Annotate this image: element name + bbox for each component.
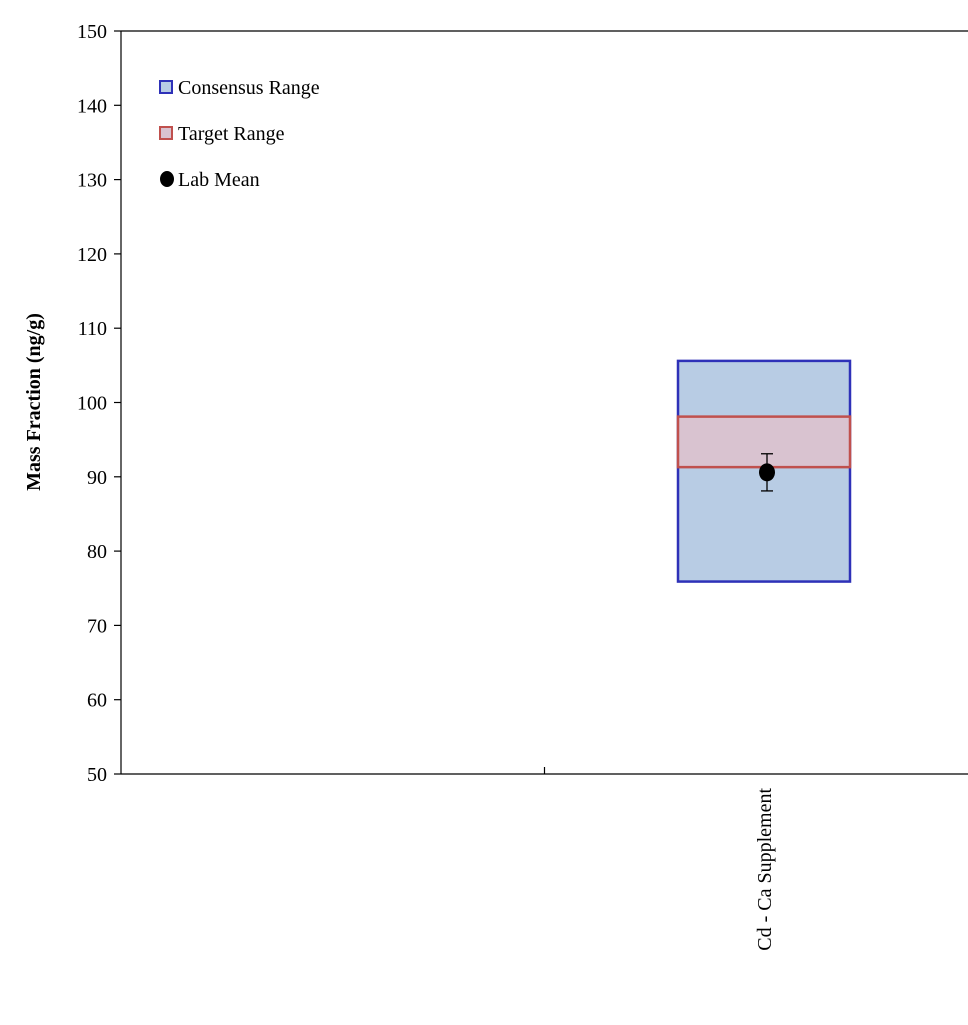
legend: Consensus Range Target Range Lab Mean (159, 77, 320, 191)
y-tick-label: 110 (78, 318, 107, 340)
y-tick-label: 130 (77, 170, 107, 192)
y-tick-label: 150 (77, 21, 107, 43)
y-tick-label: 60 (87, 690, 107, 712)
chart-marks (676, 359, 852, 583)
legend-label: Lab Mean (178, 169, 260, 191)
category-label: Cd - Ca Supplement (754, 788, 776, 951)
x-ticks: Cd - Ca Supplement (543, 767, 776, 951)
y-tick-label: 80 (87, 541, 107, 563)
y-tick-label: 90 (87, 467, 107, 489)
y-tick-label: 50 (87, 764, 107, 786)
legend-label: Consensus Range (178, 77, 320, 99)
consensus-range-legend-swatch (159, 80, 173, 94)
y-tick-label: 140 (77, 95, 107, 117)
y-tick-label: 70 (87, 615, 107, 637)
lab-mean-point (759, 463, 775, 482)
target-range-legend-swatch (159, 126, 173, 140)
legend-label: Target Range (178, 123, 285, 145)
y-ticks: 50 60 70 80 90 100 110 120 130 140 150 (77, 21, 121, 786)
y-axis-label: Mass Fraction (ng/g) (23, 313, 45, 491)
plot-area: 50 60 70 80 90 100 110 120 130 140 150 Cd - Ca Sup… (77, 21, 968, 951)
target-range-box (676, 415, 852, 469)
lab-mean-legend-swatch (160, 171, 174, 187)
y-tick-label: 120 (77, 244, 107, 266)
y-tick-label: 100 (77, 393, 107, 415)
